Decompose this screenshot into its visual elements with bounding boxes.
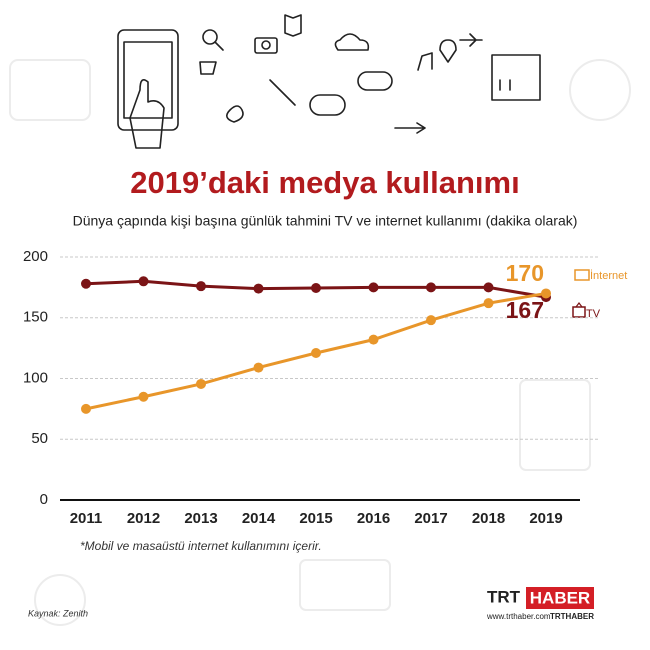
brand-box: [526, 587, 594, 609]
data-point: [311, 282, 321, 293]
subtitle: Dünya çapında kişi başına günlük tahmini…: [73, 213, 578, 229]
x-tick-label: 2017: [414, 510, 447, 527]
y-tick-label: 200: [23, 248, 48, 265]
legend-label: İnternet: [590, 269, 627, 282]
data-point: [81, 403, 91, 414]
x-tick-label: 2016: [357, 510, 390, 527]
x-tick-label: 2012: [127, 510, 160, 527]
y-tick-label: 100: [23, 369, 48, 386]
data-point: [311, 347, 321, 358]
brand-handle: TRTHABER: [550, 612, 594, 621]
brand-trt: TRT: [487, 587, 521, 606]
chart-title: 2019’daki medya kullanımı: [130, 165, 519, 200]
y-tick-label: 0: [40, 491, 48, 508]
x-tick-label: 2015: [299, 510, 332, 527]
data-point: [81, 278, 91, 289]
y-tick-label: 50: [31, 430, 48, 447]
brand-logo: TRT HABER www.trthaber.com TRTHABER: [486, 587, 594, 621]
data-point: [368, 282, 379, 293]
data-point: [138, 391, 149, 402]
brand-web: www.trthaber.com: [486, 612, 551, 621]
brand-haber: HABER: [530, 588, 590, 607]
y-tick-label: 150: [23, 309, 48, 326]
x-tick-label: 2014: [242, 510, 276, 527]
data-point: [483, 282, 494, 293]
data-point: [253, 362, 264, 373]
x-tick-label: 2011: [70, 510, 103, 527]
source: Kaynak: Zenith: [28, 608, 88, 618]
x-tick-label: 2013: [184, 510, 217, 527]
data-point: [426, 282, 436, 293]
data-point: [196, 378, 206, 389]
header-icons: [117, 14, 541, 149]
legend-label: TV: [586, 308, 601, 320]
data-point: [368, 334, 379, 345]
background-decoration: [9, 59, 631, 626]
x-tick-label: 2019: [529, 510, 562, 527]
value-label: 167: [506, 297, 544, 323]
legend-icons: [572, 269, 590, 318]
footnote: *Mobil ve masaüstü internet kullanımını …: [80, 539, 322, 553]
value-label: 170: [506, 260, 544, 286]
data-point: [196, 281, 206, 292]
data-point: [253, 283, 264, 294]
data-point: [483, 298, 494, 309]
data-point: [426, 315, 436, 326]
x-tick-label: 2018: [472, 510, 505, 527]
data-point: [541, 288, 551, 299]
data-point: [138, 276, 149, 287]
